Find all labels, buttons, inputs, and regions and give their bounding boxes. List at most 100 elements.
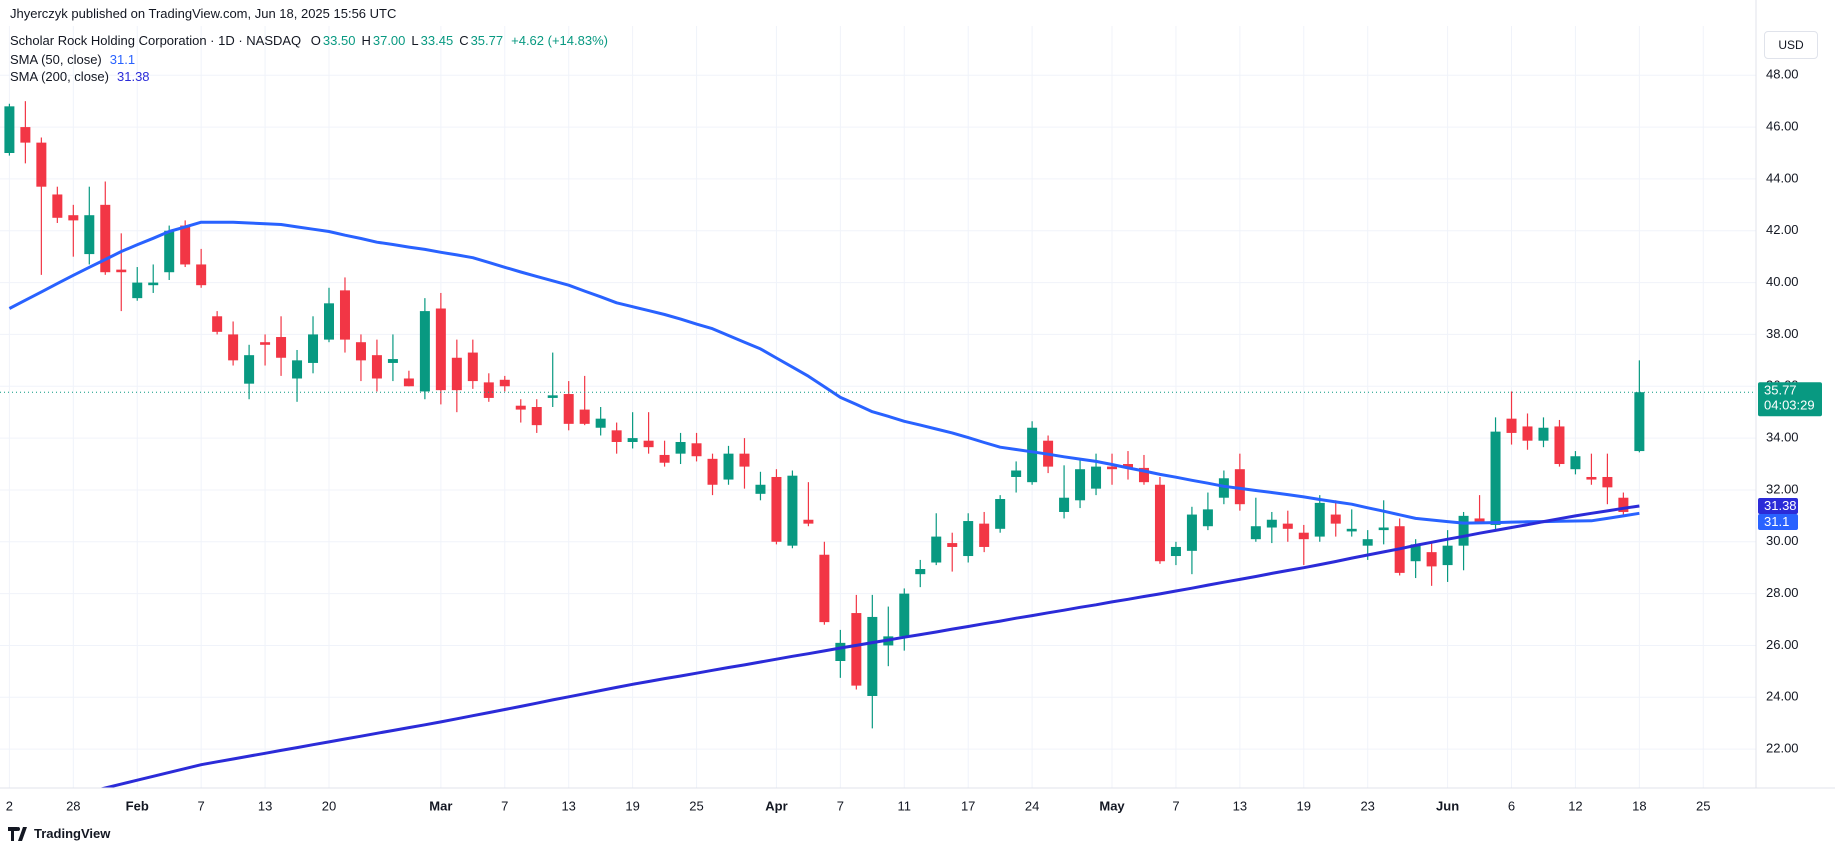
ohlc-value: 33.45 (420, 33, 454, 48)
candle-body (339, 290, 350, 340)
x-tick-label: 2 (6, 798, 13, 813)
candle-body (308, 334, 319, 363)
candle-body (675, 441, 686, 454)
candle-body (579, 409, 590, 424)
candle-body (276, 337, 287, 358)
candle-body (20, 127, 31, 143)
candle-body (723, 453, 734, 480)
y-tick-label: 22.00 (1766, 741, 1799, 756)
candle-body (244, 355, 255, 384)
y-tick-label: 24.00 (1766, 689, 1799, 704)
y-tick-label: 40.00 (1766, 274, 1799, 289)
candle-body (164, 230, 175, 273)
x-tick-label: 17 (961, 798, 975, 813)
candle-body (1154, 484, 1165, 562)
candle-body (531, 407, 542, 426)
change: +4.62 (+14.83%) (511, 33, 608, 48)
x-tick-label: 25 (689, 798, 703, 813)
candle-body (1123, 464, 1133, 468)
sma-line (8, 220, 1640, 525)
candle-body (979, 523, 990, 547)
x-tick-label: 13 (1233, 798, 1247, 813)
candle-body (1314, 502, 1325, 537)
candle-body (931, 536, 942, 563)
candle-body (643, 440, 654, 448)
sma-label-box (1758, 514, 1798, 531)
candle-body (915, 568, 926, 575)
indicator-row: SMA (200, close) 31.38 (10, 69, 152, 85)
candle-body (4, 106, 15, 153)
candle-body (1458, 515, 1469, 546)
indicator-row: SMA (50, close) 31.1 (10, 52, 137, 68)
x-tick-label: 7 (501, 798, 508, 813)
candle-body (1554, 426, 1565, 465)
y-tick-label: 38.00 (1766, 326, 1799, 341)
candle-body (819, 554, 830, 623)
candle-body (419, 311, 430, 392)
candle-body (451, 357, 462, 391)
indicator-value: 31.38 (117, 69, 150, 84)
y-tick-label: 44.00 (1766, 170, 1799, 185)
ohlc-key: L (411, 33, 419, 48)
candle-body (1602, 476, 1613, 488)
candle-body (867, 616, 878, 696)
candle-body (116, 269, 127, 273)
indicator-name: SMA (50, close) (10, 52, 102, 67)
candle-body (707, 458, 718, 485)
y-tick-label: 30.00 (1766, 533, 1799, 548)
candle-body (1490, 431, 1501, 525)
x-tick-label: 18 (1632, 798, 1646, 813)
candle-body (1298, 532, 1309, 540)
countdown: 04:03:29 (1764, 398, 1815, 413)
x-tick-label: Apr (765, 798, 787, 813)
y-tick-label: 48.00 (1766, 67, 1799, 82)
publisher: Jhyerczyk published on TradingView.com, … (10, 6, 398, 22)
candle-body (995, 499, 1006, 529)
candle-body (371, 355, 382, 379)
candle-body (1586, 476, 1597, 480)
candle-body (228, 334, 239, 361)
candle-body (755, 484, 766, 494)
candle-body (659, 454, 670, 463)
candle-body (515, 405, 526, 410)
sma-line (98, 504, 1640, 788)
x-tick-label: 25 (1696, 798, 1710, 813)
currency-button[interactable]: USD (1764, 31, 1818, 59)
candle-body (1410, 544, 1421, 562)
y-tick-label: 32.00 (1766, 481, 1799, 496)
candle-body (1362, 539, 1373, 546)
candle-body (947, 543, 958, 547)
ohlc-value: 37.00 (372, 33, 406, 48)
candle-body (1378, 527, 1389, 531)
candle-body (483, 382, 494, 398)
candle-body (691, 443, 702, 457)
candle-body (1075, 469, 1086, 501)
x-tick-label: 13 (258, 798, 272, 813)
candle-body (84, 215, 95, 255)
y-tick-label: 42.00 (1766, 222, 1799, 237)
y-tick-label: 28.00 (1766, 585, 1799, 600)
candle-body (1426, 552, 1437, 567)
candle-body (68, 215, 79, 221)
candle-body (1282, 523, 1293, 529)
candle-body (739, 453, 750, 467)
candle-body (260, 342, 271, 345)
x-tick-label: 24 (1025, 798, 1039, 813)
ohlc-key: O (310, 33, 321, 48)
candle-body (52, 194, 63, 218)
y-tick-label: 34.00 (1766, 430, 1799, 445)
symbol-title: Scholar Rock Holding Corporation · 1D · … (10, 33, 302, 48)
candle-body (899, 593, 910, 637)
candle-body (1538, 427, 1549, 441)
candle-body (435, 308, 446, 391)
indicator-value: 31.1 (109, 52, 136, 67)
x-tick-label: 7 (837, 798, 844, 813)
candle-body (1059, 497, 1070, 512)
logo-text: TradingView (34, 826, 111, 841)
sma-label-box (1758, 498, 1798, 515)
candle-body (324, 303, 334, 340)
ohlc-key: H (361, 33, 371, 48)
x-tick-label: 12 (1568, 798, 1582, 813)
candle-body (1634, 392, 1645, 452)
